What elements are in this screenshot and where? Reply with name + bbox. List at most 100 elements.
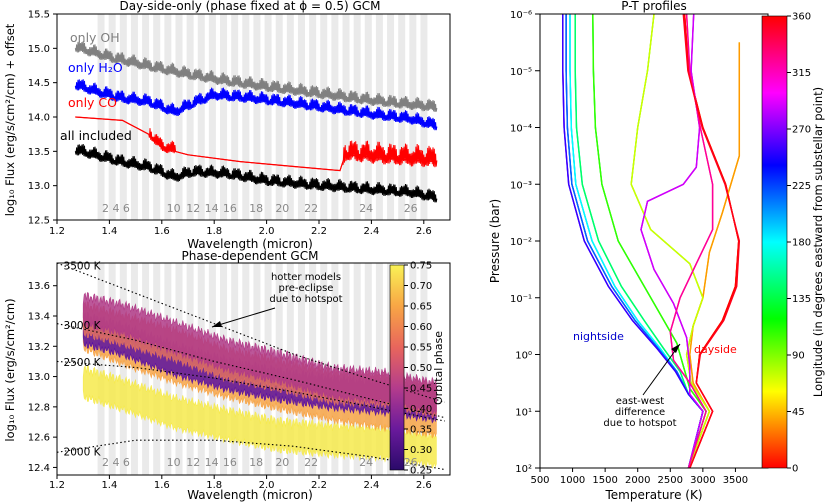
colorbar-tick-label: 0 xyxy=(792,464,798,475)
band-label: 14 xyxy=(205,202,219,215)
band-rect xyxy=(320,14,328,220)
plot-frame xyxy=(56,262,451,476)
colorbar-tick-label: 45 xyxy=(792,407,805,418)
y-tick-label: 12.8 xyxy=(28,402,50,413)
band-label: 4 xyxy=(112,456,119,469)
band-label: 2 xyxy=(102,202,109,215)
nightside-label: nightside xyxy=(573,330,624,343)
y-tick-label: 15.0 xyxy=(28,44,50,55)
y-tick-label: 13.0 xyxy=(28,181,50,192)
blackbody-curves xyxy=(57,263,445,471)
band-rect xyxy=(186,14,194,220)
y-ticks: 12.5 13.0 13.5 14.0 14.5 15.0 15.5 xyxy=(28,10,57,227)
band-label: 10 xyxy=(167,456,181,469)
band-rect xyxy=(119,14,127,220)
longitude-colorbar-label: Longitude (in degrees eastward from subs… xyxy=(811,87,825,397)
band-rect xyxy=(353,14,361,220)
colorbar-tick-label: 0.55 xyxy=(410,343,432,354)
annotation-arrow xyxy=(211,307,276,328)
blackbody-label: 2000 K xyxy=(64,446,102,458)
bottom-xlabel: Wavelength (micron) xyxy=(187,488,313,502)
annotation-line: due to hotspot xyxy=(269,294,342,305)
pt-panel: 500 1000 1500 2000 2500 3000 3500 10⁻⁶ 10⁻⁵ 10⁻⁴… xyxy=(488,0,825,502)
x-tick-label: 2.0 xyxy=(259,226,275,237)
band-rect xyxy=(275,14,283,220)
blackbody-curve xyxy=(57,360,445,422)
y-tick-label: 10⁻³ xyxy=(510,180,532,191)
phase-spectrum xyxy=(82,365,437,470)
x-tick-label: 2.6 xyxy=(416,480,432,491)
x-tick-label: 1.6 xyxy=(154,226,170,237)
y-tick-label: 13.2 xyxy=(28,342,50,353)
pt-profiles xyxy=(562,14,741,468)
top-title: Day-side-only (phase fixed at ϕ = 0.5) G… xyxy=(119,0,380,13)
x-tick-label: 1500 xyxy=(592,475,617,486)
colorbar-tick-label: 0.40 xyxy=(410,404,432,415)
band-rect xyxy=(309,14,317,220)
y-tick-label: 13.5 xyxy=(28,147,50,158)
x-tick-label: 2.2 xyxy=(311,226,327,237)
band-rect xyxy=(164,14,172,220)
y-tick-label: 14.5 xyxy=(28,78,50,89)
x-tick-label: 1.4 xyxy=(101,480,117,491)
legend-only-co: only CO xyxy=(68,95,117,110)
band-labels: 2 4 6 10 12 14 16 18 20 22 24 26 xyxy=(102,202,418,215)
pt-xlabel: Temperature (K) xyxy=(604,488,702,502)
x-ticks: 1.2 1.4 1.6 1.8 2.0 2.2 2.4 2.6 xyxy=(49,220,432,237)
band-rect xyxy=(409,263,417,475)
x-tick-label: 3500 xyxy=(723,475,748,486)
y-tick-label: 10⁻⁴ xyxy=(510,124,532,135)
dayside-label: dayside xyxy=(694,343,737,356)
y-tick-label: 10² xyxy=(515,464,532,475)
y-tick-label: 13.4 xyxy=(28,312,50,323)
band-rect xyxy=(253,14,261,220)
colorbar-tick-label: 360 xyxy=(792,12,811,23)
blackbody-curve xyxy=(57,263,445,403)
x-tick-label: 2500 xyxy=(658,475,683,486)
band-label: 2 xyxy=(102,456,109,469)
band-rect xyxy=(331,14,339,220)
band-label: 10 xyxy=(167,202,181,215)
y-tick-label: 10⁰ xyxy=(515,351,532,362)
band-rect xyxy=(108,263,116,475)
y-tick-label: 10¹ xyxy=(515,407,532,418)
spectrum-line xyxy=(74,41,438,112)
band-label: 12 xyxy=(186,456,200,469)
colorbar-tick-label: 225 xyxy=(792,181,811,192)
y-tick-label: 12.5 xyxy=(28,216,50,227)
x-tick-label: 2.2 xyxy=(311,480,327,491)
x-tick-label: 2.4 xyxy=(363,226,379,237)
x-tick-label: 2.6 xyxy=(416,226,432,237)
band-label: 6 xyxy=(123,202,130,215)
pt-ylabel: Pressure (bar) xyxy=(488,199,502,283)
blackbody-curve xyxy=(57,323,445,419)
phase-colorbar xyxy=(389,264,405,471)
y-tick-label: 10⁻² xyxy=(510,237,532,248)
colorbar-tick-label: 0.45 xyxy=(410,384,432,395)
east-west-arrow xyxy=(642,343,681,396)
pt-title: P-T profiles xyxy=(621,0,687,13)
top-panel: 2 4 6 10 12 14 16 18 20 22 24 26 1.2 1.4 1.6 1.8 2.0 2.2… xyxy=(3,0,451,251)
pt-profile xyxy=(669,14,714,468)
band-rect xyxy=(231,14,239,220)
legend-all-included: all included xyxy=(60,128,132,143)
colorbar-tick-label: 0.60 xyxy=(410,322,432,333)
band-rect xyxy=(353,263,361,475)
x-tick-label: 3000 xyxy=(690,475,715,486)
legend-only-oh: only OH xyxy=(70,30,120,45)
pt-profile xyxy=(682,14,741,468)
band-label: 16 xyxy=(223,202,237,215)
band-rect xyxy=(242,14,250,220)
band-rect xyxy=(208,14,216,220)
band-rect xyxy=(286,14,294,220)
band-rect xyxy=(97,263,105,475)
band-rect xyxy=(220,14,228,220)
pt-profile xyxy=(640,14,704,468)
spectrum-line xyxy=(74,79,438,131)
annotation-line: pre-eclipse xyxy=(279,283,334,294)
x-tick-label: 1.2 xyxy=(49,480,65,491)
y-tick-label: 13.6 xyxy=(28,281,50,292)
east-west-arrowhead xyxy=(671,344,680,353)
band-rect xyxy=(264,14,272,220)
annotation-arrowhead xyxy=(212,321,222,327)
